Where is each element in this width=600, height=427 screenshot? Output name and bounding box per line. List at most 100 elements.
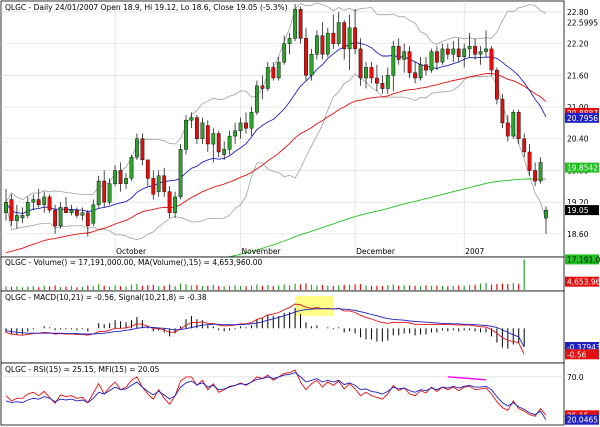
volume-bar (354, 284, 356, 290)
candle-body (402, 51, 407, 60)
candle-body (233, 130, 237, 137)
macd-panel-frame (0, 290, 565, 364)
candle-body (495, 69, 499, 100)
volume-panel: 17,191,000 4,653,960 QLGC - Volume() = 17… (0, 254, 600, 292)
volume-bar (278, 285, 280, 290)
candle-body (435, 51, 439, 63)
candle-body (173, 196, 177, 213)
macd-title: QLGC - MACD(10,21) = -0.56, Signal(10,21… (5, 293, 207, 302)
candle-body (364, 67, 368, 79)
price-candles (4, 4, 548, 237)
lower-band-line (5, 73, 547, 240)
volume-bar (321, 285, 323, 290)
candle-body (440, 48, 445, 63)
volume-bar (523, 259, 525, 290)
volume-bar (501, 283, 503, 290)
volume-bar (201, 285, 203, 290)
volume-bars (5, 259, 525, 290)
volume-last-value-box (565, 276, 599, 287)
rsi-series-line (5, 369, 547, 417)
rsi-trend-line (447, 376, 487, 381)
volume-bar (283, 284, 285, 290)
macd-last-value-labels: -0.379438-0.56 (565, 342, 600, 360)
volume-bar (76, 287, 78, 290)
volume-bar (376, 285, 378, 290)
price-panel: October November December 2007 22.80 22.20 21… (0, 0, 599, 297)
candle-body (505, 122, 510, 137)
candle-body (315, 35, 319, 55)
volume-bar (223, 286, 225, 290)
volume-bar (507, 284, 509, 290)
candle-body (58, 207, 63, 227)
volume-bar (158, 286, 160, 290)
volume-bar (152, 284, 154, 290)
candle-body (69, 209, 74, 213)
volume-bar (474, 284, 476, 290)
volume-bar (392, 284, 394, 290)
candle-body (424, 64, 428, 71)
macd-series-line (5, 308, 525, 348)
candle-body (194, 117, 199, 139)
volume-bar (349, 284, 351, 290)
volume-bar (261, 285, 263, 290)
candle-body (162, 175, 167, 192)
candle-body (211, 133, 216, 145)
upper-band-line (5, 2, 547, 203)
volume-bar (512, 283, 514, 290)
volume-bar (239, 285, 242, 290)
rsi-last-value-labels: 25.1520.0465 (565, 410, 599, 425)
volume-bar (185, 284, 187, 290)
candle-body (331, 32, 336, 44)
rsi-title: QLGC - RSI(15) = 25.15, MFI(15) = 20.05 (5, 365, 160, 374)
volume-bar (403, 285, 405, 290)
volume-bar (16, 286, 18, 290)
rsi-last-value-text: 20.0465 (567, 416, 598, 425)
candle-body (140, 138, 145, 160)
candle-body (478, 51, 483, 55)
macd-panel: -0.379438-0.56 QLGC - MACD(10,21) = -0.5… (0, 290, 600, 364)
candle-body (124, 178, 128, 184)
volume-bar (419, 286, 422, 290)
volume-bar (87, 285, 89, 290)
rsi-panel-frame (0, 362, 565, 426)
candle-body (47, 196, 52, 211)
volume-bar (218, 286, 220, 290)
volume-bar (136, 284, 138, 290)
candle-body (358, 48, 363, 79)
volume-bar (21, 287, 23, 290)
volume-bar (65, 286, 67, 290)
candle-body (189, 117, 194, 121)
rsi-series-line (5, 372, 547, 420)
candle-body (96, 180, 101, 205)
volume-bar (425, 285, 427, 290)
candle-body (276, 61, 281, 79)
volume-bar (147, 285, 149, 290)
volume-bar (92, 286, 94, 290)
candle-body (484, 48, 488, 52)
price-last-value-text: 20.7956 (567, 114, 598, 123)
volume-bar (245, 286, 247, 290)
volume-bar (119, 286, 122, 290)
candle-body (254, 85, 259, 113)
volume-bar (458, 285, 460, 290)
candle-body (325, 32, 330, 55)
volume-bar (310, 284, 313, 290)
volume-bar (125, 286, 127, 290)
candle-body (107, 183, 112, 203)
rsi-last-value-box (565, 414, 599, 425)
volume-bar (370, 285, 373, 290)
volume-bar (174, 286, 176, 290)
candle-body (25, 201, 30, 216)
candle-body (418, 64, 423, 79)
candle-body (129, 156, 134, 179)
volume-bar (463, 285, 465, 290)
candle-body (80, 212, 85, 216)
rsi-grid: 70.0 (1, 373, 584, 382)
volume-bar (338, 285, 340, 290)
volume-bar (250, 285, 253, 290)
volume-bar (169, 284, 171, 290)
price-last-value-box (565, 17, 599, 28)
volume-bar (190, 285, 193, 290)
volume-bar (332, 285, 334, 290)
volume-bar (441, 285, 443, 290)
